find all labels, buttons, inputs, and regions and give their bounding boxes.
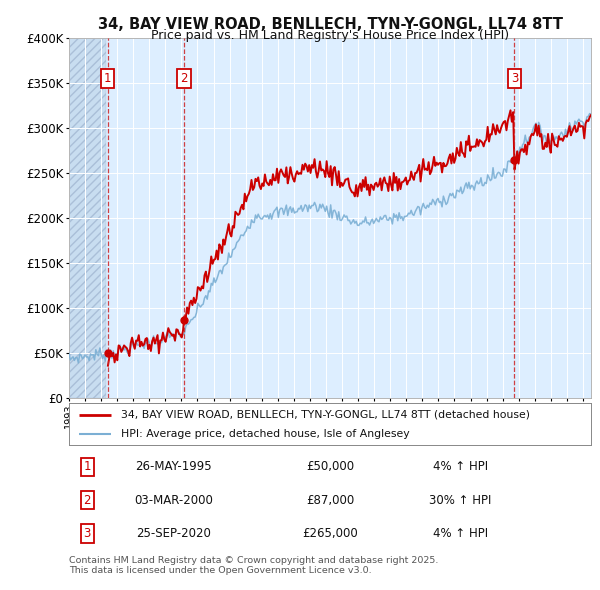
Text: Price paid vs. HM Land Registry's House Price Index (HPI): Price paid vs. HM Land Registry's House … — [151, 30, 509, 42]
Text: 1: 1 — [104, 73, 111, 86]
Text: 2: 2 — [181, 73, 188, 86]
Text: 4% ↑ HPI: 4% ↑ HPI — [433, 526, 488, 540]
Text: 30% ↑ HPI: 30% ↑ HPI — [430, 493, 491, 507]
Text: 1: 1 — [83, 460, 91, 474]
Text: 03-MAR-2000: 03-MAR-2000 — [134, 493, 213, 507]
Text: 34, BAY VIEW ROAD, BENLLECH, TYN-Y-GONGL, LL74 8TT (detached house): 34, BAY VIEW ROAD, BENLLECH, TYN-Y-GONGL… — [121, 410, 530, 420]
Text: HPI: Average price, detached house, Isle of Anglesey: HPI: Average price, detached house, Isle… — [121, 429, 410, 439]
Text: 26-MAY-1995: 26-MAY-1995 — [135, 460, 212, 474]
Text: Contains HM Land Registry data © Crown copyright and database right 2025.
This d: Contains HM Land Registry data © Crown c… — [69, 556, 439, 575]
Text: £50,000: £50,000 — [306, 460, 354, 474]
Text: £265,000: £265,000 — [302, 526, 358, 540]
Text: 25-SEP-2020: 25-SEP-2020 — [136, 526, 211, 540]
Text: 3: 3 — [511, 73, 518, 86]
Text: 34, BAY VIEW ROAD, BENLLECH, TYN-Y-GONGL, LL74 8TT: 34, BAY VIEW ROAD, BENLLECH, TYN-Y-GONGL… — [97, 17, 563, 31]
Text: 3: 3 — [83, 526, 91, 540]
Text: 4% ↑ HPI: 4% ↑ HPI — [433, 460, 488, 474]
Text: 2: 2 — [83, 493, 91, 507]
Text: £87,000: £87,000 — [306, 493, 354, 507]
